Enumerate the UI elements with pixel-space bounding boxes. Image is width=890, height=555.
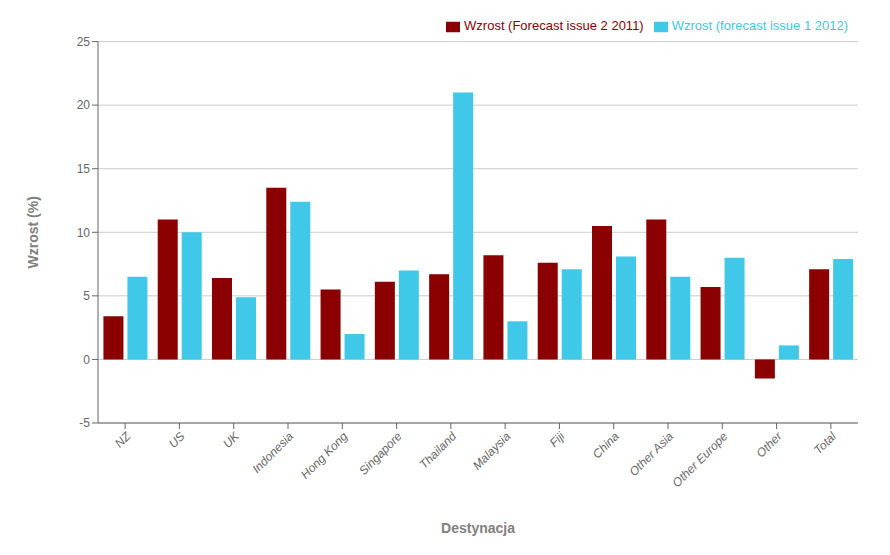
- svg-text:US: US: [166, 429, 188, 451]
- svg-text:UK: UK: [220, 429, 242, 451]
- svg-text:15: 15: [77, 162, 91, 176]
- svg-text:Destynacja: Destynacja: [441, 520, 515, 536]
- svg-text:Thailand: Thailand: [417, 429, 460, 472]
- svg-text:0: 0: [83, 353, 90, 367]
- svg-text:-5: -5: [79, 416, 90, 430]
- svg-text:China: China: [590, 429, 622, 461]
- svg-text:NZ: NZ: [112, 429, 134, 451]
- svg-text:Indonesia: Indonesia: [249, 429, 296, 476]
- svg-text:Wzrost (%): Wzrost (%): [25, 196, 41, 268]
- html-text:Wzrost (Forecast issue 2 2011): Wzrost (Forecast issue 2 2011): [464, 18, 644, 33]
- svg-text:5: 5: [83, 289, 90, 303]
- html-text:Wzrost (forecast issue 1 2012): Wzrost (forecast issue 1 2012): [671, 18, 848, 33]
- svg-text:10: 10: [77, 226, 91, 240]
- svg-text:Total: Total: [811, 429, 839, 457]
- svg-text:Singapore: Singapore: [356, 429, 405, 478]
- svg-text:Other Asia: Other Asia: [626, 429, 676, 479]
- svg-text:Other Europe: Other Europe: [670, 429, 731, 490]
- svg-text:20: 20: [77, 98, 91, 112]
- svg-text:25: 25: [77, 35, 91, 49]
- svg-text:Hong Kong: Hong Kong: [298, 429, 351, 482]
- svg-text:Fiji: Fiji: [547, 429, 568, 450]
- svg-text:Other: Other: [754, 429, 786, 461]
- svg-text:Malaysia: Malaysia: [470, 429, 514, 473]
